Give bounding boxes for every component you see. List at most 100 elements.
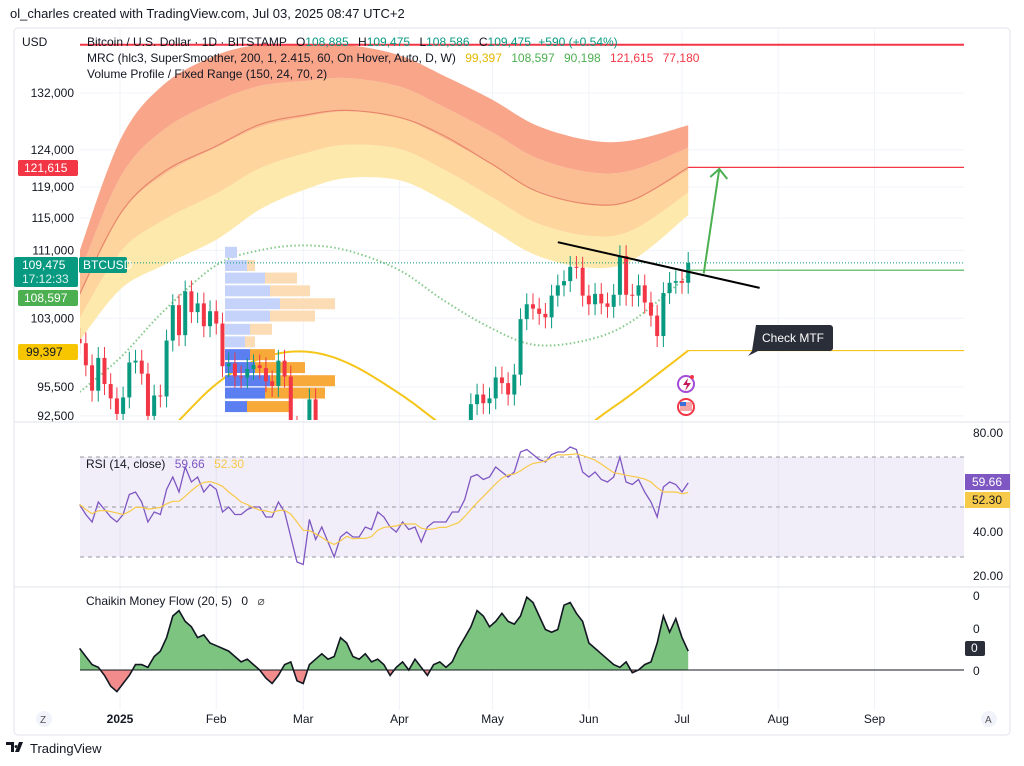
rsi-ma-badge: 52.30 <box>965 492 1010 508</box>
candle-body[interactable] <box>276 360 281 386</box>
candle-body[interactable] <box>537 308 542 314</box>
candle-body[interactable] <box>90 365 95 391</box>
candle-body[interactable] <box>96 357 101 391</box>
candle-body[interactable] <box>220 323 225 367</box>
candle-body[interactable] <box>307 399 312 499</box>
candle-body[interactable] <box>121 397 126 414</box>
candle-body[interactable] <box>493 377 498 399</box>
candle-body[interactable] <box>170 305 175 341</box>
mrc-legend[interactable]: MRC (hlc3, SuperSmoother, 200, 1, 2.415,… <box>87 51 700 65</box>
candle-body[interactable] <box>617 256 622 295</box>
candle-body[interactable] <box>630 294 635 296</box>
candle-body[interactable] <box>636 285 641 296</box>
candle-body[interactable] <box>605 303 610 307</box>
time-axis[interactable]: 2025 Feb Mar Apr May Jun Jul Aug Sep <box>107 712 886 726</box>
candle-body[interactable] <box>288 376 293 426</box>
cmf-legend[interactable]: Chaikin Money Flow (20, 5) 0 ⌀ <box>86 594 265 608</box>
candle-body[interactable] <box>201 303 206 327</box>
candle-body[interactable] <box>518 319 523 375</box>
candle-body[interactable] <box>263 368 268 382</box>
trendline-drawing[interactable] <box>557 241 760 289</box>
candle-body[interactable] <box>226 363 231 367</box>
candle-body[interactable] <box>189 291 194 313</box>
candle-body[interactable] <box>102 357 107 385</box>
candle-body[interactable] <box>667 282 672 294</box>
lightning-event-icon[interactable] <box>677 375 695 393</box>
rsi-pane[interactable] <box>79 446 964 566</box>
rsi-value-badge: 59.66 <box>965 474 1010 490</box>
candle-body[interactable] <box>83 343 88 366</box>
candle-body[interactable] <box>655 315 660 337</box>
price-badge-yellow: 99,397 <box>18 344 78 360</box>
currency-label[interactable]: USD <box>22 35 48 49</box>
candle-body[interactable] <box>257 365 262 369</box>
arrow-drawing[interactable] <box>702 168 721 274</box>
candle-body[interactable] <box>624 256 629 295</box>
candle-body[interactable] <box>648 302 653 316</box>
candle-body[interactable] <box>586 295 591 305</box>
candle-body[interactable] <box>562 281 567 286</box>
candle-body[interactable] <box>530 304 535 309</box>
candle-body[interactable] <box>183 291 188 336</box>
candle-body[interactable] <box>114 398 119 414</box>
candle-body[interactable] <box>599 293 604 304</box>
candle-body[interactable] <box>108 384 113 399</box>
candle-body[interactable] <box>524 304 529 320</box>
candle-body[interactable] <box>487 398 492 404</box>
candle-body[interactable] <box>673 281 678 283</box>
volume-profile-legend[interactable]: Volume Profile / Fixed Range (150, 24, 7… <box>87 67 327 81</box>
candle-body[interactable] <box>580 267 585 296</box>
candle-body[interactable] <box>282 360 287 377</box>
candle-body[interactable] <box>313 399 318 469</box>
candle-body[interactable] <box>642 285 647 303</box>
candle-body[interactable] <box>127 362 132 398</box>
candle-body[interactable] <box>593 293 598 305</box>
cmf-axis-label: 0 <box>973 664 980 678</box>
candle-body[interactable] <box>661 293 666 337</box>
auto-scale-a-button[interactable]: A <box>981 711 997 727</box>
rsi-legend[interactable]: RSI (14, close) 59.66 52.30 <box>86 457 244 471</box>
check-mtf-note[interactable]: Check MTF <box>748 325 833 356</box>
us-flag-event-icon[interactable] <box>677 398 695 416</box>
candle-body[interactable] <box>78 338 82 344</box>
candle-body[interactable] <box>543 313 548 318</box>
hidden-value-icon[interactable]: ⌀ <box>257 594 264 608</box>
candle-body[interactable] <box>680 281 685 283</box>
candle-body[interactable] <box>270 381 275 386</box>
candle-body[interactable] <box>555 285 560 296</box>
candle-body[interactable] <box>208 311 213 327</box>
symbol-name: Bitcoin / U.S. Dollar · 1D · BITSTAMP <box>87 35 287 49</box>
candle-body[interactable] <box>195 303 200 313</box>
candle-body[interactable] <box>232 363 237 377</box>
candle-body[interactable] <box>499 377 504 384</box>
candle-body[interactable] <box>239 376 244 378</box>
candle-body[interactable] <box>152 395 157 416</box>
rsi-line <box>79 446 689 566</box>
candle-body[interactable] <box>549 295 554 318</box>
candle-body[interactable] <box>468 404 473 466</box>
cmf-pane[interactable] <box>78 595 964 693</box>
candle-body[interactable] <box>133 360 138 363</box>
candle-body[interactable] <box>512 374 517 395</box>
candle-body[interactable] <box>475 394 480 405</box>
candle-body[interactable] <box>245 369 250 378</box>
candle-body[interactable] <box>686 262 691 283</box>
candle-body[interactable] <box>611 294 616 307</box>
candle-body[interactable] <box>158 395 163 397</box>
candle-body[interactable] <box>568 266 573 282</box>
volume-profile-down-bar <box>270 285 310 297</box>
reset-scale-z-button[interactable]: Z <box>36 711 52 727</box>
candle-body[interactable] <box>481 394 486 404</box>
symbol-legend[interactable]: Bitcoin / U.S. Dollar · 1D · BITSTAMP O1… <box>87 35 618 49</box>
candle-body[interactable] <box>506 383 511 395</box>
candle-body[interactable] <box>214 311 219 324</box>
candle-body[interactable] <box>176 305 181 336</box>
candle-body[interactable] <box>251 365 256 370</box>
candle-body[interactable] <box>145 373 150 416</box>
tradingview-logo[interactable]: TradingView <box>6 741 102 756</box>
close-value: 109,475 <box>488 35 532 49</box>
candle-body[interactable] <box>164 340 169 397</box>
candle-body[interactable] <box>139 360 144 374</box>
candle-body[interactable] <box>574 266 579 268</box>
